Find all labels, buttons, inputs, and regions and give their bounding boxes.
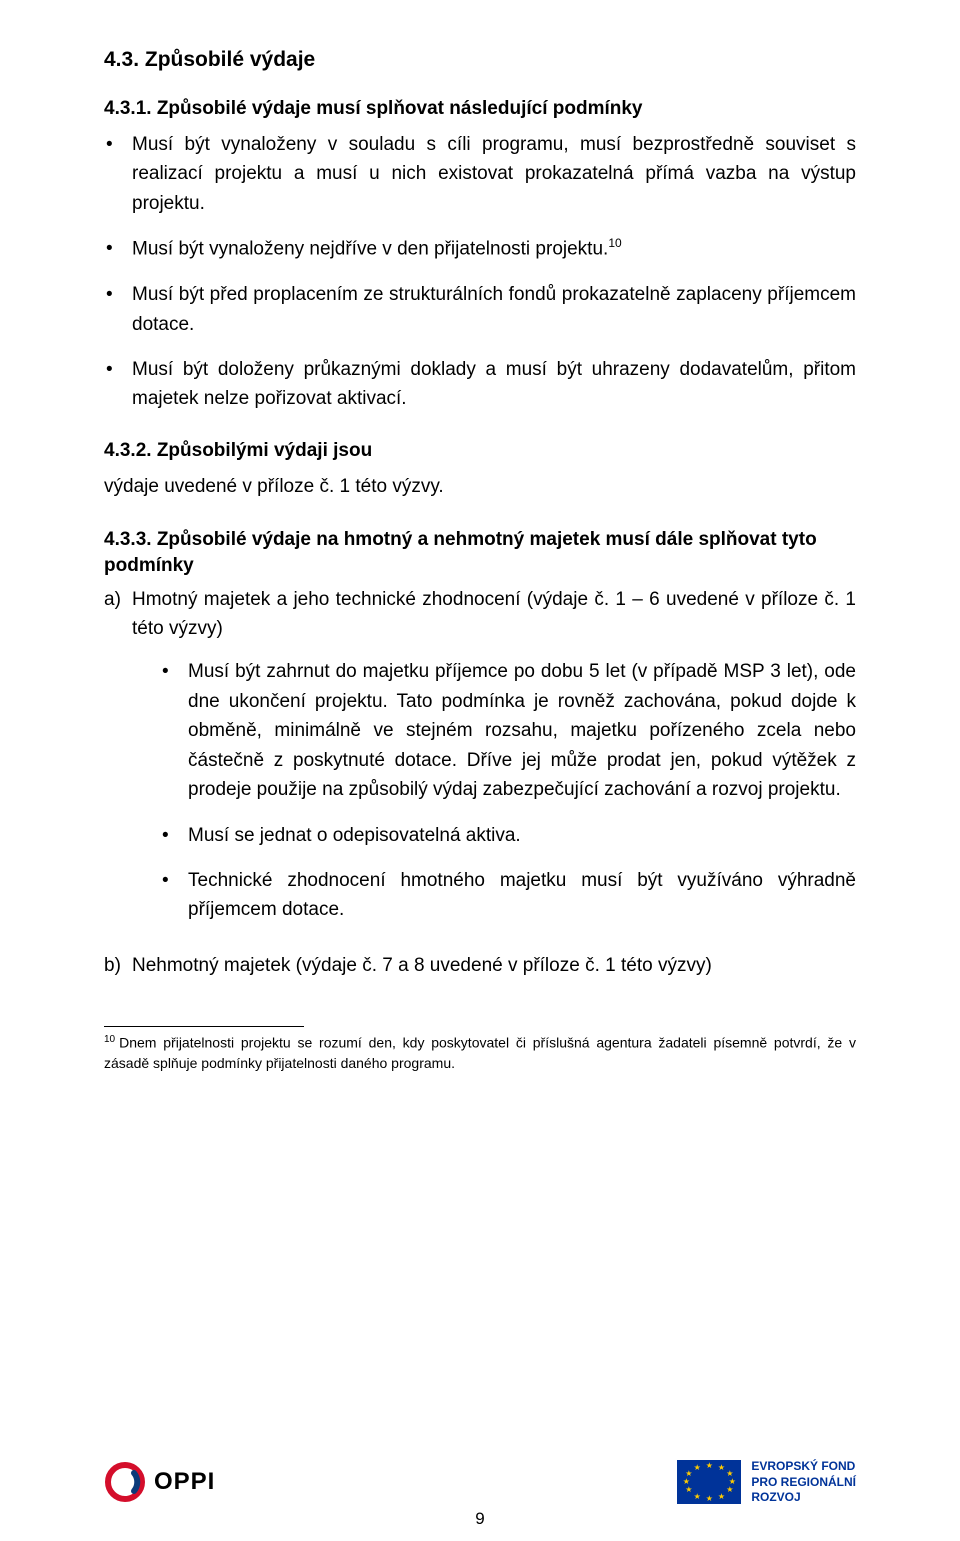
alpha-label-a: a) [104, 585, 121, 614]
page-number: 9 [475, 1509, 484, 1529]
eu-text-line-1: EVROPSKÝ FOND [751, 1459, 856, 1475]
eu-flag-icon: ★ ★ ★ ★ ★ ★ ★ ★ ★ ★ ★ ★ [677, 1460, 741, 1504]
footnote-ref: 10 [608, 236, 621, 250]
list-item: Musí být vynaloženy nejdříve v den přija… [104, 234, 856, 264]
section-4-3-title: 4.3. Způsobilé výdaje [104, 48, 856, 72]
page-footer: OPPI ★ ★ ★ ★ ★ ★ ★ ★ ★ ★ ★ ★ [0, 1451, 960, 1541]
paragraph-4-3-2: výdaje uvedené v příloze č. 1 této výzvy… [104, 472, 856, 501]
eu-fund-logo: ★ ★ ★ ★ ★ ★ ★ ★ ★ ★ ★ ★ EVROPSKÝ FOND PR… [677, 1459, 856, 1506]
eu-text-line-3: ROZVOJ [751, 1490, 856, 1506]
sublist-item: Musí být zahrnut do majetku příjemce po … [160, 657, 856, 804]
list-item-b-text: Nehmotný majetek (výdaje č. 7 a 8 uveden… [132, 955, 712, 976]
list-4-3-3: a) Hmotný majetek a jeho technické zhodn… [104, 585, 856, 981]
alpha-label-b: b) [104, 951, 121, 980]
list-item-text: Musí být vynaloženy nejdříve v den přija… [132, 239, 608, 260]
list-item: Musí být doloženy průkaznými doklady a m… [104, 355, 856, 414]
list-item-a-text: Hmotný majetek a jeho technické zhodnoce… [132, 589, 856, 639]
heading-4-3-3: 4.3.3. Způsobilé výdaje na hmotný a nehm… [104, 527, 856, 578]
list-4-3-1: Musí být vynaloženy v souladu s cíli pro… [104, 130, 856, 414]
footer-inner: OPPI ★ ★ ★ ★ ★ ★ ★ ★ ★ ★ ★ ★ [104, 1459, 856, 1506]
heading-4-3-2: 4.3.2. Způsobilými výdaji jsou [104, 440, 856, 462]
list-item: Musí být vynaloženy v souladu s cíli pro… [104, 130, 856, 218]
list-item: Musí být před proplacením ze strukturáln… [104, 280, 856, 339]
oppi-logo: OPPI [104, 1461, 215, 1503]
footnote-10: 10Dnem přijatelnosti projektu se rozumí … [104, 1033, 856, 1073]
oppi-logo-text: OPPI [154, 1468, 215, 1496]
eu-fund-text: EVROPSKÝ FOND PRO REGIONÁLNÍ ROZVOJ [751, 1459, 856, 1506]
footnote-separator [104, 1026, 304, 1027]
oppi-logo-mark-icon [104, 1461, 146, 1503]
sublist-item: Technické zhodnocení hmotného majetku mu… [160, 866, 856, 925]
document-page: 4.3. Způsobilé výdaje 4.3.1. Způsobilé v… [0, 0, 960, 1541]
footnote-text: Dnem přijatelnosti projektu se rozumí de… [104, 1035, 856, 1071]
footnote-number: 10 [104, 1034, 115, 1045]
sublist-item: Musí se jednat o odepisovatelná aktiva. [160, 821, 856, 850]
sublist-a: Musí být zahrnut do majetku příjemce po … [132, 657, 856, 925]
list-item-a: a) Hmotný majetek a jeho technické zhodn… [104, 585, 856, 925]
heading-4-3-1: 4.3.1. Způsobilé výdaje musí splňovat ná… [104, 98, 856, 120]
list-item-b: b) Nehmotný majetek (výdaje č. 7 a 8 uve… [104, 951, 856, 980]
eu-text-line-2: PRO REGIONÁLNÍ [751, 1475, 856, 1491]
